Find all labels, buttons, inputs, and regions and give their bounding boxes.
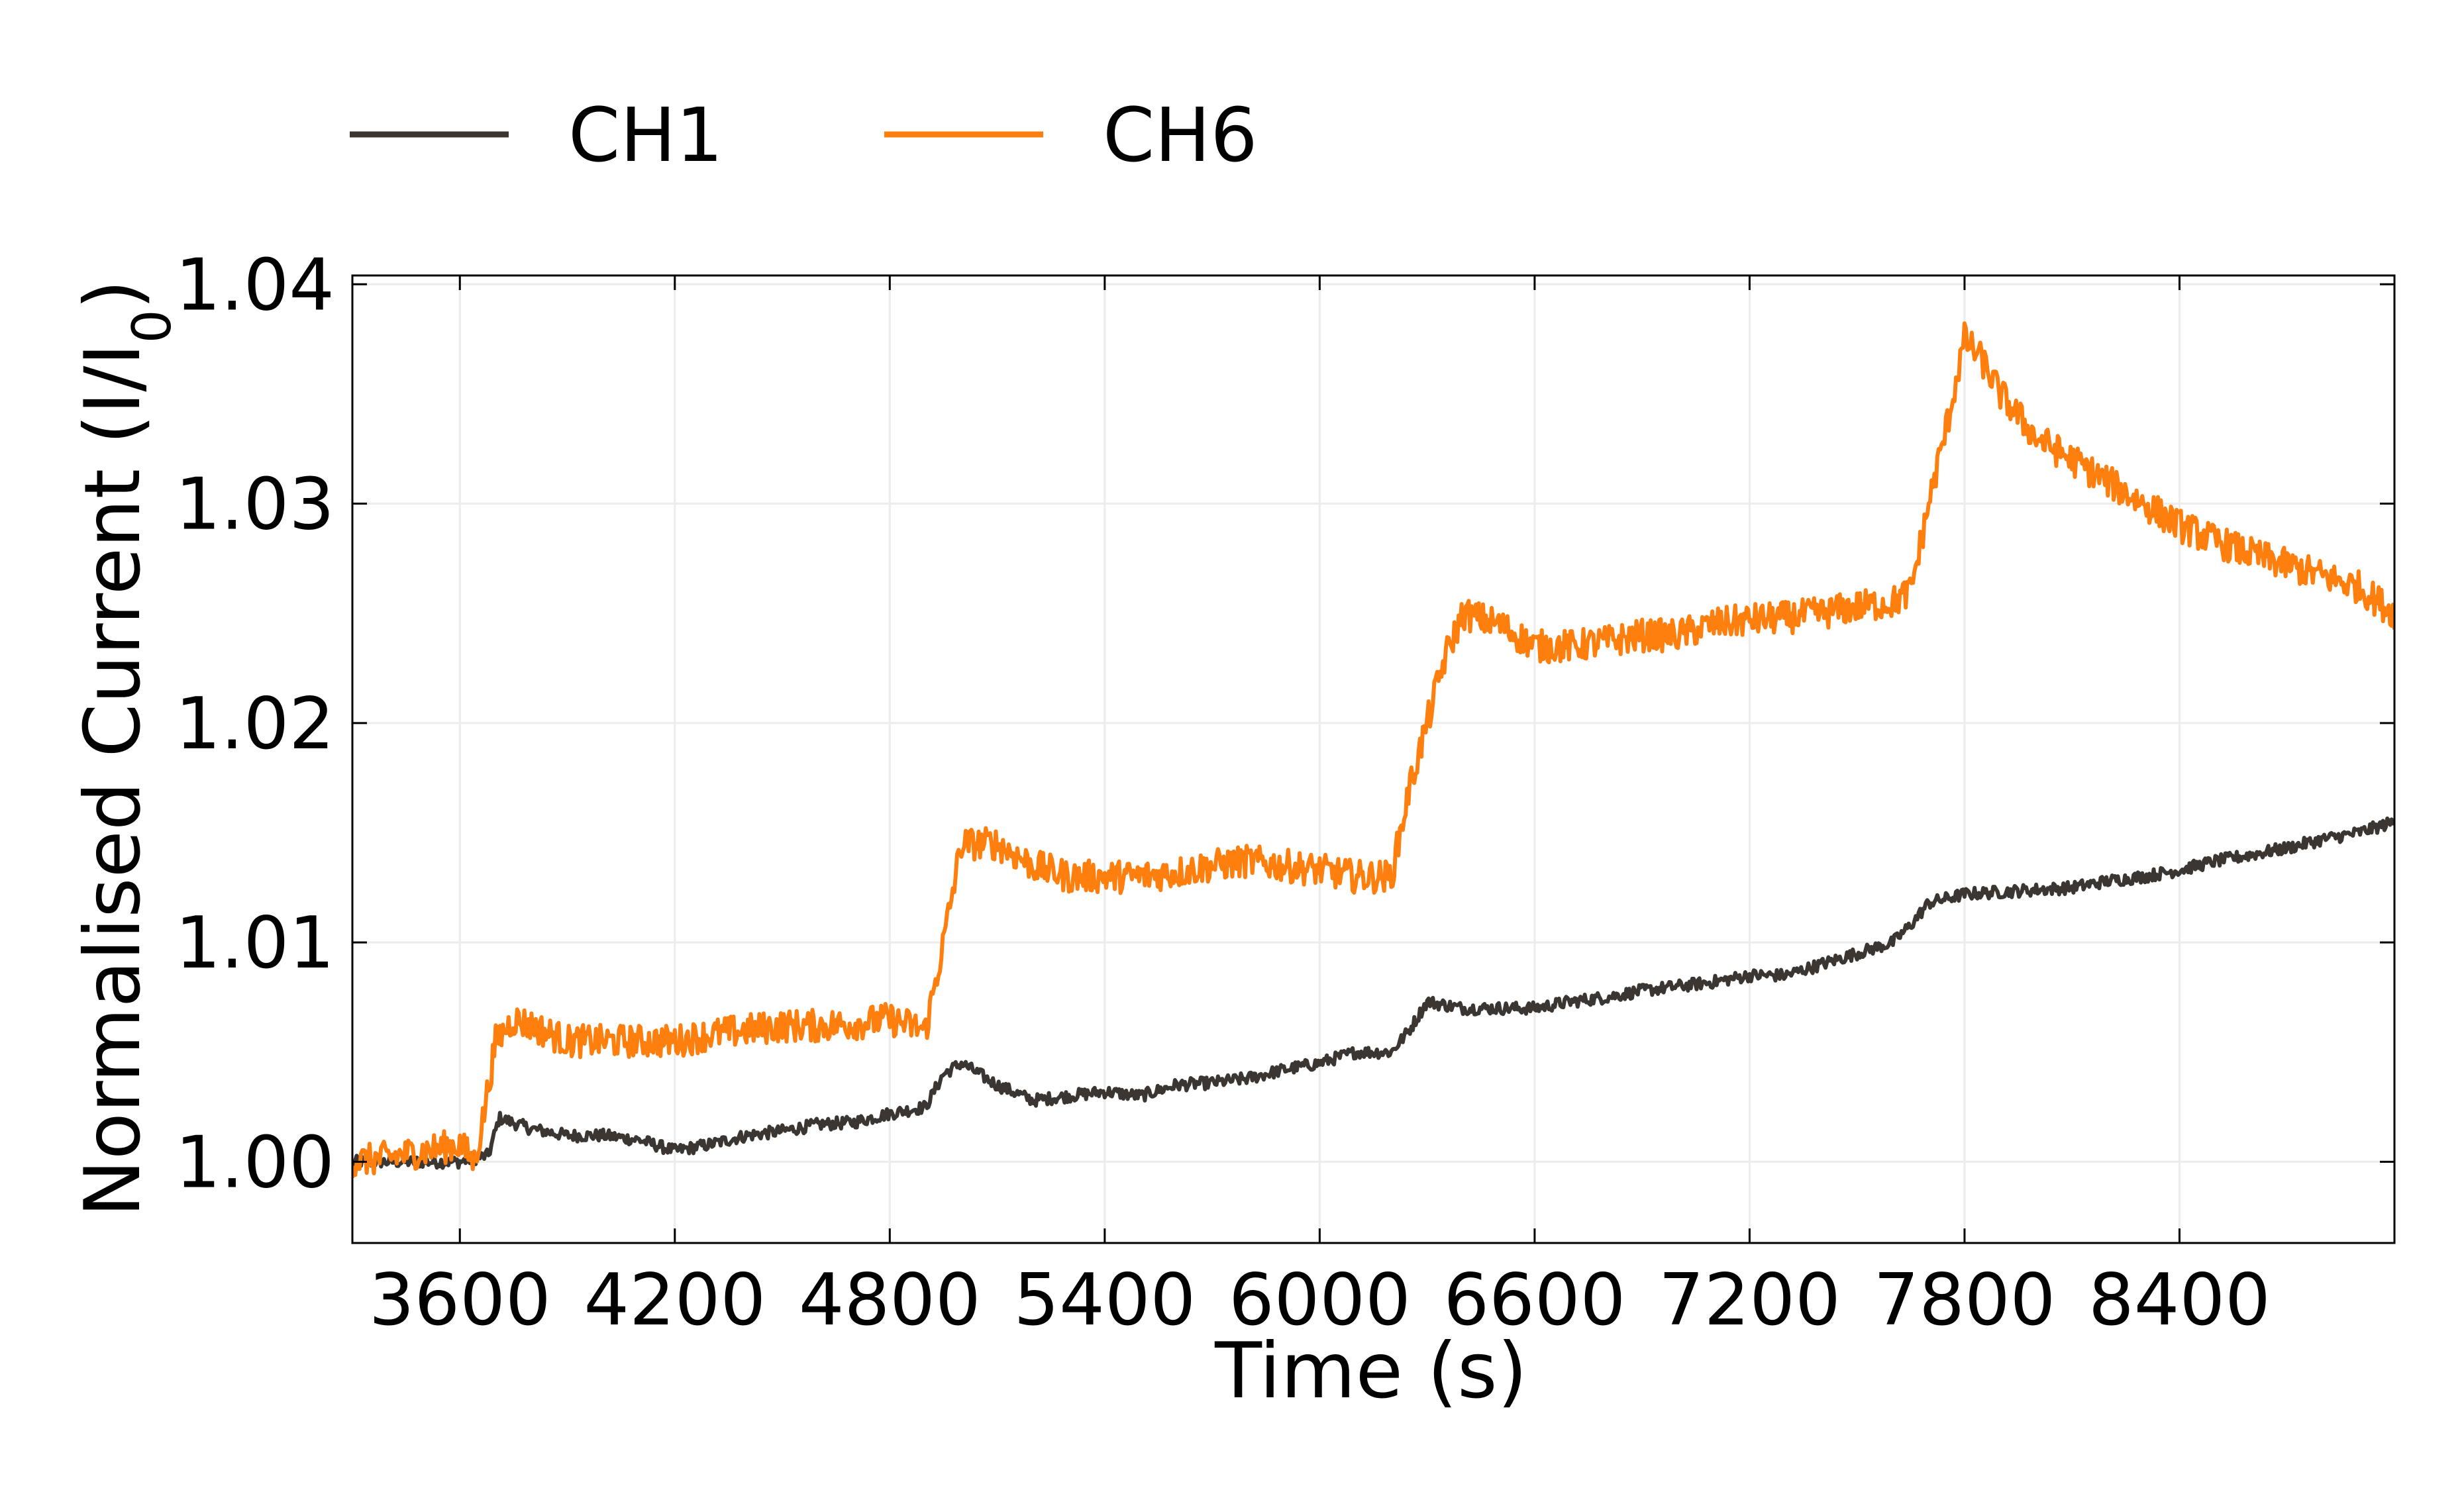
series-line-ch6 [352,321,2394,1178]
x-tick-label: 5400 [1013,1259,1196,1342]
x-tick-label: 8400 [2088,1259,2271,1342]
y-tick-label: 1.00 [176,1121,334,1204]
tick-marks [352,275,2394,1243]
y-tick-labels: 1.00 1.01 1.02 1.03 1.04 [176,244,334,1204]
y-tick-label: 1.03 [176,464,334,546]
series-line-ch1 [352,817,2394,1170]
y-axis-title-main: Normalised Current (I/I [68,343,158,1217]
y-tick-label: 1.02 [176,683,334,766]
legend: CH1 CH6 [350,93,1258,179]
x-tick-label: 6000 [1229,1259,1411,1342]
y-axis-title-subscript: 0 [121,309,183,343]
x-axis-title: Time (s) [1214,1326,1527,1416]
x-tick-labels: 3600 4200 4800 5400 6000 6600 7200 7800 8400 [369,1259,2271,1342]
x-tick-label: 4800 [799,1259,981,1342]
x-tick-label: 3600 [369,1259,551,1342]
grid [352,275,2394,1243]
x-tick-label: 7800 [1874,1259,2056,1342]
series-layer [352,321,2394,1178]
x-tick-label: 4200 [584,1259,766,1342]
legend-label-ch1: CH1 [568,93,723,179]
plot-area [351,274,2396,1244]
legend-label-ch6: CH6 [1103,93,1258,179]
plot-frame [351,274,2396,1244]
x-tick-label: 7200 [1659,1259,1841,1342]
y-tick-label: 1.04 [176,244,334,326]
y-axis-title: Normalised Current (I/I0) [68,279,183,1217]
y-tick-label: 1.01 [176,902,334,985]
x-tick-label: 6600 [1443,1259,1625,1342]
y-axis-title-close: ) [68,279,158,309]
